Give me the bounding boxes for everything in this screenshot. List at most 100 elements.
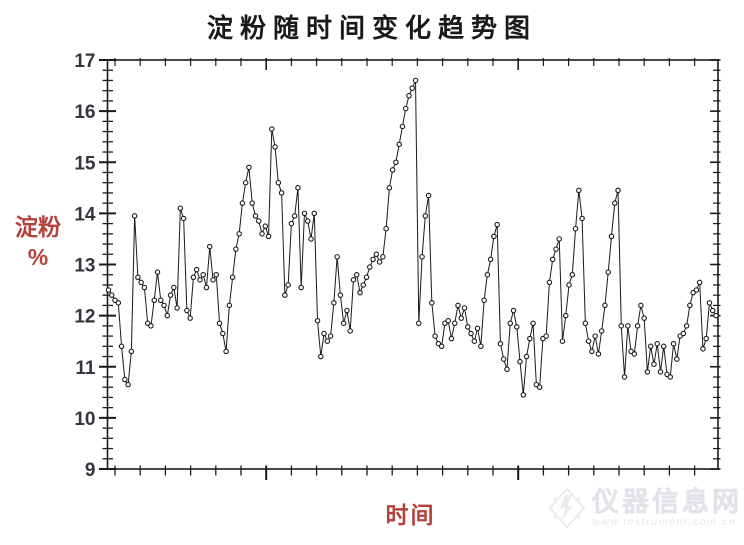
data-point xyxy=(154,269,161,275)
data-point xyxy=(543,333,549,339)
data-point xyxy=(546,279,553,286)
data-point xyxy=(615,187,621,194)
data-point xyxy=(187,315,193,321)
data-point xyxy=(510,307,517,314)
data-point xyxy=(135,274,141,281)
data-point xyxy=(314,317,321,324)
data-point xyxy=(471,338,478,344)
data-point xyxy=(399,123,406,130)
data-point xyxy=(184,307,190,314)
data-point xyxy=(487,256,494,263)
data-point xyxy=(432,333,438,339)
data-point xyxy=(579,215,585,222)
data-point xyxy=(576,187,582,194)
data-point xyxy=(246,164,252,171)
data-point xyxy=(255,218,262,224)
data-point xyxy=(259,231,265,237)
data-point xyxy=(207,243,213,250)
data-point xyxy=(347,328,353,334)
data-point xyxy=(582,320,589,327)
data-point xyxy=(288,220,295,227)
data-point xyxy=(282,292,288,298)
data-point xyxy=(151,297,157,304)
data-point xyxy=(566,282,572,288)
data-point xyxy=(350,277,357,283)
data-point xyxy=(210,277,216,283)
data-point xyxy=(131,213,138,219)
data-point xyxy=(569,271,576,278)
data-point xyxy=(402,105,409,112)
data-point xyxy=(291,213,298,219)
data-point xyxy=(631,351,638,357)
data-point xyxy=(549,256,556,263)
data-point xyxy=(249,200,255,206)
data-point xyxy=(380,254,386,260)
data-point xyxy=(602,302,608,309)
data-point xyxy=(530,320,536,327)
data-point xyxy=(318,353,324,360)
data-point xyxy=(269,126,275,132)
data-point xyxy=(674,356,680,362)
data-point xyxy=(105,287,112,293)
data-point xyxy=(252,213,259,219)
y-tick-labels: 9 10 11 12 13 14 15 16 17 xyxy=(74,51,96,481)
data-point xyxy=(340,320,347,327)
data-point xyxy=(680,330,687,337)
data-point xyxy=(109,292,115,298)
watermark-url: www.instrument.com.cn xyxy=(592,516,737,528)
data-point xyxy=(158,297,164,304)
data-point xyxy=(592,333,598,339)
data-point xyxy=(122,376,128,383)
data-point xyxy=(713,312,719,319)
data-point xyxy=(180,215,187,222)
data-point xyxy=(654,340,660,347)
data-point xyxy=(265,233,272,240)
data-point xyxy=(216,320,223,327)
data-point xyxy=(285,282,291,288)
y-tick-label: 15 xyxy=(74,153,96,174)
data-point xyxy=(278,190,285,196)
data-point xyxy=(553,246,559,252)
data-point xyxy=(262,223,269,229)
data-point xyxy=(370,256,376,263)
data-point xyxy=(455,302,461,309)
data-point xyxy=(125,381,131,388)
data-point xyxy=(647,343,654,350)
data-point xyxy=(236,231,242,237)
data-point xyxy=(605,269,611,275)
data-point xyxy=(563,312,569,319)
data-point xyxy=(396,141,402,148)
watermark-text: 仪器信息网 xyxy=(592,487,742,517)
y-axis-ticks xyxy=(99,59,721,470)
data-point xyxy=(514,324,520,330)
y-tick-label: 12 xyxy=(74,307,95,328)
data-point xyxy=(651,361,657,367)
data-point xyxy=(174,305,180,311)
data-point xyxy=(115,300,122,306)
y-axis-label-line1: 淀粉 xyxy=(15,214,61,240)
y-tick-label: 13 xyxy=(74,256,95,277)
data-point xyxy=(638,302,644,309)
data-point xyxy=(141,284,148,291)
data-point xyxy=(422,213,429,219)
data-point xyxy=(301,210,308,217)
data-point xyxy=(687,302,693,309)
data-point xyxy=(527,335,533,342)
data-point xyxy=(308,236,314,242)
data-point xyxy=(589,348,595,355)
plot-frame xyxy=(106,59,719,470)
data-point xyxy=(644,369,651,375)
data-point xyxy=(556,236,562,242)
data-point xyxy=(321,330,327,337)
data-point xyxy=(327,333,334,339)
data-point xyxy=(197,277,203,283)
data-point xyxy=(608,233,615,240)
watermark: 仪器信息网 www.instrument.com.cn xyxy=(546,485,742,531)
data-point xyxy=(621,374,628,380)
data-point xyxy=(517,358,523,365)
data-point xyxy=(497,340,504,347)
data-point xyxy=(229,274,236,281)
data-point xyxy=(474,325,481,332)
x-axis-label: 时间 xyxy=(385,502,436,528)
